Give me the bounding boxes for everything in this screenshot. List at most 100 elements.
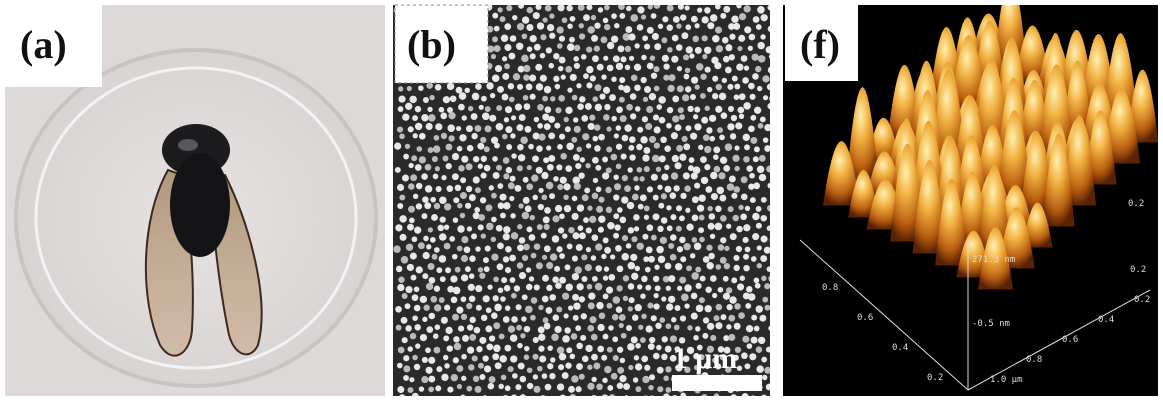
- nanopillar: [678, 107, 684, 113]
- nanopillar: [474, 327, 481, 334]
- nanopillar: [646, 325, 653, 332]
- nanopillar: [516, 43, 523, 50]
- nanopillar: [654, 43, 661, 50]
- nanopillar: [741, 193, 748, 200]
- nanopillar: [685, 125, 691, 131]
- nanopillar: [664, 145, 671, 152]
- nanopillar: [505, 385, 511, 391]
- axis-label: 1.0 μm: [990, 375, 1023, 385]
- nanopillar: [520, 376, 527, 383]
- nanopillar: [703, 317, 709, 323]
- nanopillar: [598, 7, 603, 12]
- nanopillar: [434, 347, 441, 354]
- nanopillar: [691, 77, 698, 84]
- nanopillar: [504, 285, 511, 292]
- nanopillar: [531, 253, 537, 259]
- nanopillar: [399, 215, 406, 222]
- scale-bar: [672, 375, 762, 391]
- nanopillar: [456, 365, 463, 372]
- nanopillar: [476, 305, 482, 311]
- nanopillar: [511, 394, 517, 400]
- nanopillar: [566, 347, 572, 353]
- nanopillar: [552, 235, 559, 242]
- nanopillar: [551, 333, 558, 340]
- nanopillar: [635, 363, 642, 370]
- nanopillar: [690, 253, 695, 258]
- nanopillar: [402, 293, 408, 299]
- nanopillar: [758, 55, 766, 63]
- nanopillar: [576, 147, 581, 152]
- nanopillar: [410, 174, 417, 181]
- nanopillar: [616, 306, 623, 313]
- nanopillar: [449, 236, 455, 242]
- nanopillar: [611, 116, 616, 121]
- nanopillar: [538, 134, 545, 141]
- nanopillar: [689, 53, 694, 58]
- nanopillar: [458, 104, 465, 111]
- nanopillar: [752, 213, 759, 220]
- nanopillar: [634, 64, 641, 71]
- nanopillar: [626, 325, 632, 331]
- nanopillar: [457, 146, 463, 152]
- nanopillar: [654, 143, 660, 149]
- nanopillar: [633, 214, 639, 220]
- panel-a: (a): [5, 5, 385, 396]
- nanopillar: [565, 264, 571, 270]
- nanopillar: [396, 325, 402, 331]
- axis-label: 0.6: [857, 313, 873, 323]
- nanopillar: [475, 125, 482, 132]
- nanopillar: [579, 374, 585, 380]
- nanopillar: [484, 165, 491, 172]
- nanopillar: [692, 214, 699, 221]
- nanopillar: [614, 224, 620, 230]
- nanopillar: [421, 376, 428, 383]
- nanopillar: [617, 383, 623, 389]
- nanopillar: [530, 94, 536, 100]
- nanopillar: [712, 93, 718, 99]
- nanopillar: [680, 193, 686, 199]
- nanopillar: [451, 297, 458, 304]
- nanopillar: [475, 187, 481, 193]
- nanopillar: [422, 196, 429, 203]
- nanopillar: [640, 194, 647, 201]
- nanopillar: [641, 77, 647, 83]
- nanopillar: [771, 115, 777, 121]
- nanopillar: [636, 144, 642, 150]
- nanopillar: [559, 134, 565, 140]
- nanopillar: [495, 65, 502, 72]
- nanopillar: [691, 16, 698, 23]
- nanopillar: [511, 232, 518, 239]
- nanopillar: [478, 363, 484, 369]
- nanopillar: [570, 74, 577, 81]
- nanopillar: [422, 357, 428, 363]
- nanopillar: [687, 106, 693, 112]
- nanopillar: [580, 335, 586, 341]
- nanopillar: [758, 337, 765, 344]
- nanopillar: [563, 183, 570, 190]
- nanopillar: [628, 306, 633, 311]
- nanopillar: [676, 44, 683, 51]
- nanopillar: [567, 24, 573, 30]
- nanopillar: [579, 23, 584, 28]
- nanopillar: [738, 312, 745, 319]
- nanopillar: [698, 227, 704, 233]
- nanopillar: [617, 207, 623, 213]
- nanopillar: [491, 398, 497, 401]
- nanopillar: [626, 6, 632, 12]
- nanopillar: [684, 303, 689, 308]
- nanopillar: [574, 63, 580, 69]
- nanopillar: [722, 37, 729, 44]
- nanopillar: [572, 256, 578, 262]
- nanopillar: [772, 354, 779, 361]
- nanopillar: [537, 224, 543, 230]
- nanopillar: [436, 366, 442, 372]
- nanopillar: [735, 122, 742, 129]
- nanopillar: [441, 374, 448, 381]
- nanopillar: [494, 26, 500, 32]
- axis-label: 0.2: [927, 373, 943, 383]
- nanopillar: [563, 313, 568, 318]
- nanopillar: [446, 185, 453, 192]
- nanopillar: [421, 173, 428, 180]
- nanopillar: [749, 34, 756, 41]
- nanopillar: [571, 375, 578, 382]
